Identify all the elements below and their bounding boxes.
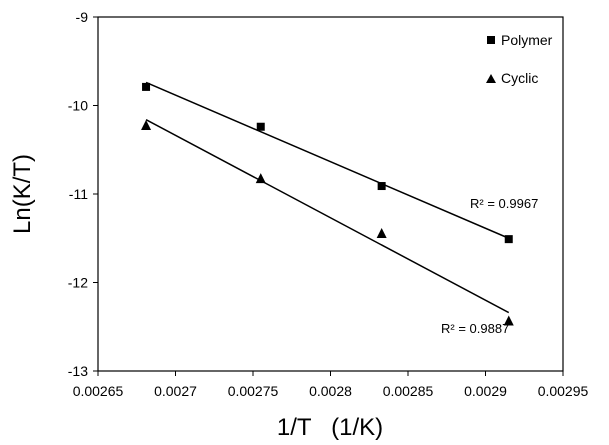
plot-area [97,16,564,372]
y-tick-label: -12 [68,275,88,291]
point-polymer [142,82,151,91]
y-axis-title: Ln(K/T) [9,154,36,234]
x-tick-label: 0.00295 [538,383,589,399]
y-tick-label: -9 [76,9,89,25]
y-tick-label: -11 [69,186,88,202]
x-tick-label: 0.0029 [464,383,507,399]
trendline-polymer [145,81,510,239]
x-tick-label: 0.00285 [383,383,434,399]
point-polymer [504,235,513,244]
point-polymer [256,122,265,131]
point-cyclic [503,315,514,326]
trendlines [145,81,510,314]
legend-marker-cyclic [486,74,496,83]
legend-label-cyclic: Cyclic [501,70,538,86]
legend-marker-polymer [487,36,495,44]
y-tick-label: -13 [68,363,88,379]
r2-label-cyclic: R² = 0.9887 [441,321,509,336]
axes: 0.00265 0.0027 0.00275 0.0028 0.00285 0.0029 0… [68,9,589,399]
x-tick-label: 0.00275 [228,383,279,399]
point-cyclic [376,227,387,238]
point-cyclic [141,119,152,130]
x-tick-label: 0.00265 [73,383,124,399]
x-axis-title: 1/T (1/K) [277,414,383,441]
data-points [141,82,514,326]
r2-label-polymer: R² = 0.9967 [470,196,538,211]
annotations: R² = 0.9967 R² = 0.9887 [441,196,538,336]
y-tick-label: -10 [68,98,88,114]
x-tick-label: 0.0028 [309,383,352,399]
point-cyclic [255,173,266,184]
point-polymer [377,182,386,191]
legend-label-polymer: Polymer [501,32,553,48]
trendline-cyclic [145,118,510,314]
legend: Polymer Cyclic [486,32,553,86]
x-tick-label: 0.0027 [154,383,197,399]
